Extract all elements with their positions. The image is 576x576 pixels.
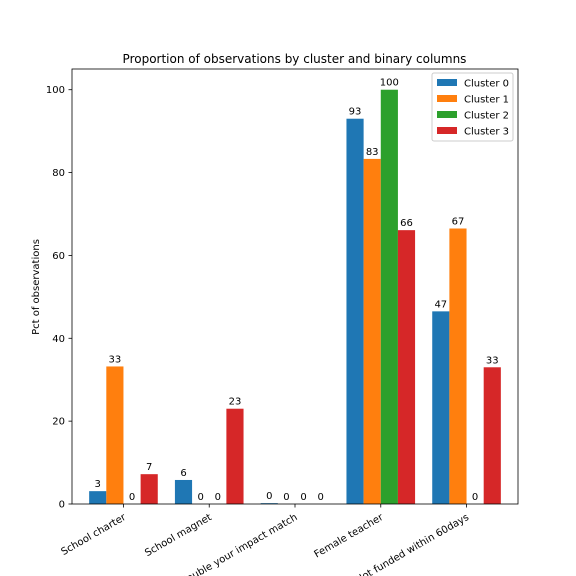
plot-frame [71, 68, 519, 505]
bar-value-label: 23 [229, 397, 242, 408]
bar [174, 479, 193, 504]
bar-value-label: 0 [472, 492, 478, 503]
y-tick-label: 60 [52, 251, 65, 262]
bar-value-label: 0 [266, 491, 272, 502]
x-tick-label: School charter [60, 512, 129, 558]
bar-value-label: 0 [197, 492, 203, 503]
chart-title: Proportion of observations by cluster an… [123, 52, 467, 66]
bar-value-label: 0 [300, 492, 306, 503]
bar-value-label: 0 [283, 492, 289, 503]
bar [432, 311, 450, 504]
legend-swatch [437, 111, 457, 118]
bar [380, 89, 398, 504]
y-tick-label: 100 [46, 85, 65, 96]
y-axis-label: Pct of observations [31, 239, 42, 335]
legend-frame [431, 72, 514, 142]
y-axis: 0 20 40 60 80 100 [46, 85, 72, 511]
y-tick-label: 40 [52, 334, 65, 345]
bar-value-label: 83 [366, 147, 379, 158]
bar [397, 230, 416, 504]
bar [346, 118, 364, 504]
legend: Cluster 0 Cluster 1 Cluster 2 Cluster 3 [431, 72, 514, 142]
bar-value-label: 93 [349, 107, 362, 118]
bar-value-label: 0 [129, 492, 135, 503]
bar-value-label: 33 [109, 354, 122, 365]
bar-value-label: 33 [486, 355, 499, 366]
bar-value-label: 47 [434, 299, 447, 310]
bars-group [89, 89, 501, 504]
y-tick-label: 0 [59, 500, 65, 511]
bar-value-label: 6 [180, 468, 186, 479]
legend-label: Cluster 0 [464, 79, 509, 90]
y-tick-label: 80 [52, 168, 65, 179]
bar-value-label: 67 [452, 217, 465, 228]
bar [226, 408, 244, 504]
bar [483, 367, 501, 504]
bar-value-label: 7 [146, 462, 152, 473]
bar [260, 503, 278, 504]
y-tick-label: 20 [52, 417, 65, 428]
bar-value-label: 100 [380, 78, 399, 89]
x-tick-label: Female teacher [313, 512, 387, 561]
bar [363, 158, 381, 504]
bar [449, 228, 467, 504]
bar-value-label: 66 [400, 218, 413, 229]
legend-swatch [437, 127, 457, 134]
legend-swatch [437, 79, 457, 86]
legend-label: Cluster 3 [464, 127, 509, 138]
bar [140, 474, 158, 504]
x-tick-label: School magnet [143, 512, 214, 559]
legend-label: Cluster 2 [464, 111, 509, 122]
bar [106, 366, 124, 504]
bar [89, 491, 107, 504]
bar-value-label: 0 [215, 492, 221, 503]
legend-label: Cluster 1 [464, 95, 509, 106]
bar-value-label: 3 [95, 479, 101, 490]
legend-swatch [437, 95, 457, 102]
bar-value-label: 0 [318, 492, 324, 503]
